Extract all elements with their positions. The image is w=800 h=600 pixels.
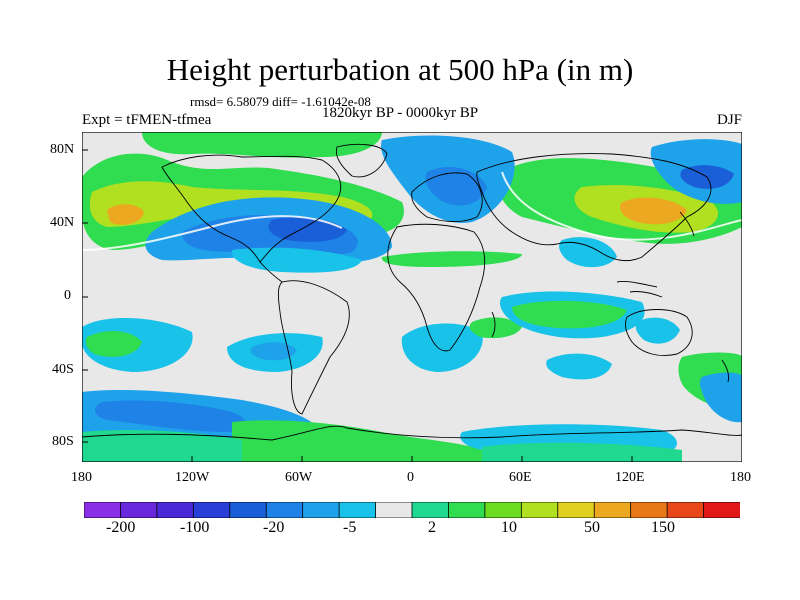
lon-label-120w: 120W — [175, 470, 210, 485]
trough-south-indian — [546, 353, 612, 380]
colorbar-swatch — [411, 502, 450, 518]
lon-label-180-left: 180 — [71, 470, 92, 485]
experiment-label: Expt = tFMEN-tfmea — [82, 112, 212, 128]
lon-label-60w: 60W — [285, 470, 313, 485]
coastline-madagascar — [491, 311, 496, 338]
colorbar-swatch — [484, 502, 523, 518]
colorbar-label-50: 50 — [584, 519, 600, 536]
coastline-south-america — [277, 280, 350, 415]
colorbar-swatch — [156, 502, 195, 518]
white-contour-lines — [82, 171, 742, 251]
height-perturbation-map — [82, 132, 742, 462]
ridge-southern-ocean-light — [82, 429, 242, 462]
colorbar — [84, 502, 740, 518]
ridge-indian-ocean — [512, 300, 627, 329]
coastline-antarctica — [82, 425, 742, 441]
colorbar-swatch — [120, 502, 158, 518]
colorbar-swatch — [666, 502, 705, 518]
rmsd-diff-stats: rmsd= 6.58079 diff= -1.61042e-08 — [190, 94, 371, 109]
coastline-australia — [624, 309, 693, 356]
lat-label-80n: 80N — [50, 142, 75, 157]
coastline-europe — [411, 172, 483, 222]
coastline-central-america — [259, 261, 283, 283]
colorbar-swatch — [192, 502, 231, 518]
colorbar-label-2: 2 — [428, 519, 436, 536]
lon-label-0: 0 — [407, 470, 414, 485]
season-label: DJF — [716, 112, 742, 128]
trough-south-pacific-core — [250, 342, 297, 361]
lat-label-40n: 40N — [50, 215, 75, 230]
axis-ticks — [82, 149, 633, 462]
colorbar-label-minus-20: -20 — [263, 519, 285, 536]
coastline-asia — [476, 153, 712, 262]
colorbar-swatch — [448, 502, 486, 518]
contour-line-eurasia — [501, 171, 742, 241]
colorbar-label-10: 10 — [501, 519, 517, 536]
coastline-north-america — [161, 154, 342, 263]
colorbar-swatch — [520, 502, 559, 518]
coastline-greenland — [335, 143, 388, 178]
tropical-ridge-atlantic — [381, 251, 522, 267]
colorbar-label-minus-200: -200 — [106, 519, 136, 536]
ridge-east-asia-peak — [620, 197, 687, 225]
ridge-southern-ocean — [232, 420, 482, 462]
chart-title: Height perturbation at 500 hPa (in m) — [166, 52, 634, 87]
ridge-south-pacific-west-core — [85, 330, 142, 357]
colorbar-swatch — [375, 502, 413, 518]
colorbar-swatch — [630, 502, 669, 518]
colorbar-label-minus-5: -5 — [343, 519, 357, 536]
colorbar-label-150: 150 — [651, 519, 675, 536]
coastline-africa — [387, 223, 486, 352]
ridge-south-atlantic — [469, 317, 522, 339]
trough-australia — [635, 317, 680, 344]
tropical-trough-asia — [559, 237, 617, 268]
coastline-indonesia — [616, 281, 663, 298]
contour-fields — [82, 132, 742, 462]
lat-label-80s: 80S — [52, 434, 74, 449]
lat-label-0: 0 — [64, 288, 71, 303]
colorbar-swatch — [229, 502, 268, 518]
period-subtitle: 1820kyr BP - 0000kyr BP — [322, 105, 479, 121]
lon-label-180-right: 180 — [730, 470, 751, 485]
ridge-arctic — [142, 132, 382, 158]
ridge-north-pacific-peak — [107, 204, 144, 225]
coastlines — [82, 143, 742, 441]
colorbar-swatch — [84, 502, 122, 518]
colorbar-swatch — [557, 502, 596, 518]
lat-label-40s: 40S — [52, 362, 74, 377]
trough-south-atlantic — [401, 323, 483, 372]
colorbar-swatch — [703, 502, 740, 518]
lon-label-60e: 60E — [509, 470, 532, 485]
colorbar-swatch — [593, 502, 632, 518]
coastline-new-zealand — [721, 359, 730, 383]
colorbar-label-minus-100: -100 — [180, 519, 210, 536]
trough-south-pacific-east — [699, 372, 742, 423]
trough-europe-core — [425, 167, 487, 206]
contour-line-north-pacific — [82, 215, 343, 251]
lon-label-120e: 120E — [615, 470, 645, 485]
colorbar-swatch — [302, 502, 341, 518]
trough-southern-ocean-west-core — [95, 400, 247, 432]
coastline-japan — [679, 211, 695, 237]
colorbar-swatch — [338, 502, 377, 518]
colorbar-swatch — [265, 502, 304, 518]
